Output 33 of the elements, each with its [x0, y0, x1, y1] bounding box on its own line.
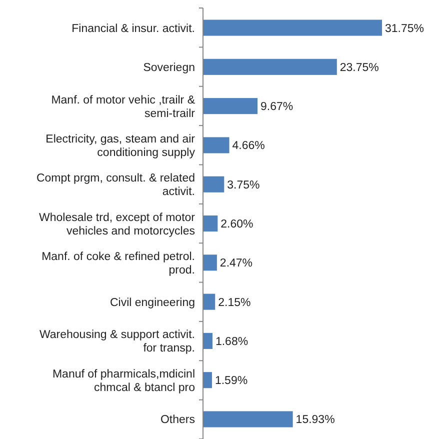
bar [203, 294, 216, 310]
y-tick-label: Compt prgm, consult. & related activit. [36, 172, 195, 198]
y-tick-label: Financial & insur. activit. [72, 22, 195, 35]
y-tick-label: Wholesale trd, except of motor vehicles and motorcycles [39, 212, 196, 238]
y-tick-label: Manuf of pharmicals,mdicinl chmcal & btancl pro [52, 368, 195, 394]
data-label: 9.67% [260, 101, 294, 114]
y-tick-label: Soveriegn [143, 62, 195, 74]
y-tick-label: Warehousing & support activit. for transp. [39, 329, 195, 355]
data-label: 2.15% [218, 296, 251, 309]
data-label: 3.75% [227, 179, 260, 192]
data-label: 2.60% [220, 218, 254, 230]
bar [203, 411, 293, 428]
data-label: 1.59% [214, 375, 248, 388]
bar [203, 254, 217, 271]
y-tick-label: Manf. of coke & refined petrol. prod. [42, 250, 195, 276]
data-label: 31.75% [385, 22, 424, 35]
bar [203, 20, 382, 36]
data-label: 4.66% [232, 140, 265, 152]
y-tick-label: Civil engineering [110, 296, 195, 309]
data-label: 2.47% [220, 258, 253, 270]
bar [203, 98, 258, 114]
bar [203, 372, 212, 388]
data-label: 1.68% [215, 336, 248, 348]
y-tick-label: Manf. of motor vehic ,trailr & semi-trailr [51, 94, 196, 120]
data-label: 23.75% [340, 62, 379, 74]
bar [203, 332, 212, 349]
bar [203, 137, 230, 154]
bar [203, 215, 218, 232]
data-label: 15.93% [296, 414, 335, 426]
bar [203, 58, 337, 75]
y-tick-label: Electricity, gas, steam and air conditioning supply [46, 133, 196, 159]
y-tick-label: Others [160, 414, 196, 426]
bar [203, 176, 224, 192]
